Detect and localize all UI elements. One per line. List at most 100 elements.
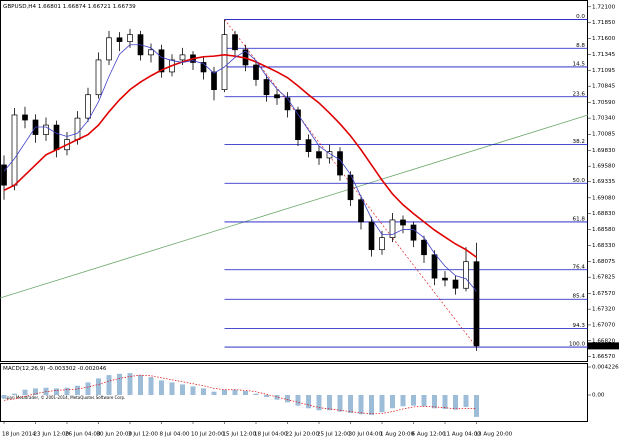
macd-bar <box>127 373 133 396</box>
y-tick-label: 1.68075 <box>592 259 616 265</box>
candle-body <box>211 71 217 91</box>
candle-body <box>43 124 49 135</box>
macd-bar <box>253 393 259 396</box>
fib-label: 23.6 <box>573 91 586 97</box>
macd-bar <box>306 395 311 409</box>
candle-body <box>85 94 91 119</box>
y-tick-label: 1.67825 <box>592 275 616 281</box>
macd-bar <box>211 391 217 396</box>
y-tick-label: 1.69335 <box>592 179 616 185</box>
open-price: 1.66801 <box>38 4 62 10</box>
candle-body <box>158 49 165 73</box>
footer: Alpari Metatrader, © 2001-2014, MetaQuot… <box>3 395 125 400</box>
y-tick-label: 1.71095 <box>592 68 616 74</box>
macd-bar <box>64 387 70 396</box>
macd-bar <box>327 395 332 411</box>
candle-body <box>253 64 259 80</box>
macd-bar <box>159 380 164 396</box>
macd-bar <box>222 389 227 396</box>
candle-body <box>389 219 396 239</box>
macd-bar <box>453 395 458 410</box>
x-tick-label: 26 Jun 04:00 <box>65 432 101 438</box>
y-tick-label: 1.68580 <box>592 227 616 233</box>
y-tick-label: 1.71600 <box>592 36 616 42</box>
macd-bar <box>316 395 322 411</box>
macd-bar <box>190 386 196 396</box>
macd-bar <box>358 395 364 415</box>
header: GBPUSD,H4 1.66801 1.66874 1.66721 1.6673… <box>3 4 136 10</box>
candle-body <box>410 224 417 241</box>
x-tick-label: 23 Jun 12:00 <box>34 432 70 438</box>
fib-label: 0.0 <box>576 14 585 20</box>
candle-body <box>106 37 112 61</box>
fib-label: 8.8 <box>576 43 585 49</box>
x-tick-label: 6 Aug 12:00 <box>412 432 447 438</box>
candle-body <box>358 199 364 223</box>
macd-bar <box>243 391 248 396</box>
price-box <box>588 342 619 350</box>
candle-body <box>221 34 228 91</box>
candle-body <box>127 34 133 42</box>
candle-body <box>368 221 375 251</box>
macd-bar <box>54 388 59 396</box>
fib-label: 14.5 <box>573 61 586 67</box>
x-tick-label: 30 Jun 20:00 <box>97 432 133 438</box>
candle-body <box>337 151 343 176</box>
signal-value: -0.002046 <box>78 366 107 372</box>
symbol: GBPUSD,H4 <box>3 4 36 10</box>
fib-label: 94.3 <box>573 323 586 329</box>
macd-bar <box>117 373 122 396</box>
macd-bar <box>85 382 91 396</box>
fib-label: 38.2 <box>573 139 585 145</box>
close-price: 1.66739 <box>113 4 137 10</box>
y-tick-label: 1.70340 <box>592 116 616 122</box>
candle-body <box>148 49 154 56</box>
candle-body <box>200 62 207 73</box>
fib-label: 50.0 <box>573 178 586 184</box>
last-price: 1.66739 <box>590 343 614 349</box>
high-price: 1.66874 <box>63 4 87 10</box>
macd-bar <box>432 395 437 409</box>
macd-bar <box>169 382 175 396</box>
candle-body <box>74 117 81 140</box>
macd-bar <box>232 389 238 396</box>
macd-bar <box>400 395 406 407</box>
macd-bar <box>421 395 427 407</box>
candle-body <box>473 261 480 347</box>
macd-bar <box>295 395 301 406</box>
y-tick-label: 1.68830 <box>592 211 616 217</box>
y-tick-label: 1.66820 <box>592 338 616 344</box>
y-tick-label: 1.70845 <box>592 84 616 90</box>
macd-bar <box>138 375 143 396</box>
macd-bar <box>285 395 290 403</box>
macd-bar <box>474 395 479 417</box>
candle-body <box>95 59 102 96</box>
candle-body <box>284 97 291 111</box>
signal-line <box>3 374 477 414</box>
macd-bar <box>463 395 469 407</box>
macd-value: -0.003302 <box>47 366 76 372</box>
macd-bar <box>33 388 38 396</box>
macd-bar <box>148 377 154 396</box>
macd-bar <box>96 378 101 396</box>
macd-bar <box>12 393 17 396</box>
candle-body <box>463 261 469 289</box>
candle-body <box>452 279 459 289</box>
main-panel <box>0 0 588 362</box>
macd-bar <box>201 388 206 396</box>
x-tick-label: 11 Aug 04:00 <box>443 432 481 438</box>
macd-bar <box>75 385 80 396</box>
x-tick-label: 18 Jul 04:00 <box>254 432 288 438</box>
trend-line <box>0 114 589 299</box>
candle-body <box>53 124 60 151</box>
fib-label: 61.8 <box>573 216 586 222</box>
macd-bar <box>369 395 374 415</box>
macd-bar <box>1 395 7 399</box>
fib-label: 100.0 <box>569 342 585 348</box>
candle-body <box>232 34 238 51</box>
y-tick-label: 1.72100 <box>592 4 616 10</box>
y-tick-label: 1.70590 <box>592 100 616 106</box>
y-tick-label: 1.71345 <box>592 52 616 58</box>
y-tick-label: 1.67320 <box>592 307 616 313</box>
candle-body <box>11 114 18 186</box>
